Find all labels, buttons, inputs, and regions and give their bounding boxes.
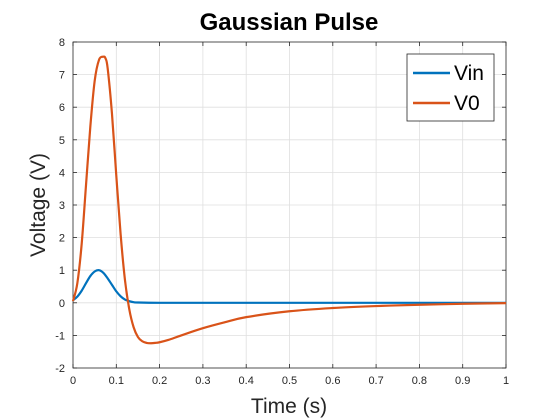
legend-label-vin: Vin — [454, 62, 484, 85]
y-tick-label: -2 — [55, 363, 65, 375]
y-axis-title: Voltage (V) — [27, 153, 50, 257]
y-tick-label: 6 — [59, 102, 65, 114]
y-tick-label: 3 — [59, 200, 65, 212]
y-tick-label: 8 — [59, 37, 65, 49]
series-line-vin — [72, 269, 506, 304]
x-tick-label: 0.8 — [412, 375, 427, 387]
x-tick-label: 0.2 — [152, 375, 167, 387]
legend: Vin V0 — [406, 53, 495, 122]
x-tick-label: 0.6 — [325, 375, 340, 387]
x-tick-label: 0.4 — [239, 375, 254, 387]
y-tick-label: 2 — [59, 233, 65, 245]
x-tick-label: 0.3 — [195, 375, 210, 387]
legend-label-v0: V0 — [454, 92, 480, 115]
x-tick-label: 0 — [70, 375, 76, 387]
series — [71, 55, 507, 345]
x-tick-label: 0.7 — [368, 375, 383, 387]
chart-title: Gaussian Pulse — [200, 9, 379, 36]
x-tick-label: 0.5 — [282, 375, 297, 387]
legend-box — [406, 53, 495, 122]
x-tick-label: 0.9 — [455, 375, 470, 387]
y-tick-label: 5 — [59, 135, 65, 147]
y-tick-label: 1 — [59, 265, 65, 277]
x-tick-label: 0.1 — [109, 375, 124, 387]
y-tick-label: 0 — [59, 298, 65, 310]
x-axis-title: Time (s) — [251, 395, 327, 418]
y-tick-label: 7 — [59, 70, 65, 82]
series-line-v0 — [71, 55, 507, 345]
y-tick-label: -1 — [55, 330, 65, 342]
y-tick-label: 4 — [59, 167, 65, 179]
x-tick-label: 1 — [503, 375, 509, 387]
ticks: 0 0.1 0.2 0.3 0.4 0.5 0.6 0.7 0.8 0.9 1 -2 -1 0 1 2 3 4 5 6… — [55, 37, 509, 387]
